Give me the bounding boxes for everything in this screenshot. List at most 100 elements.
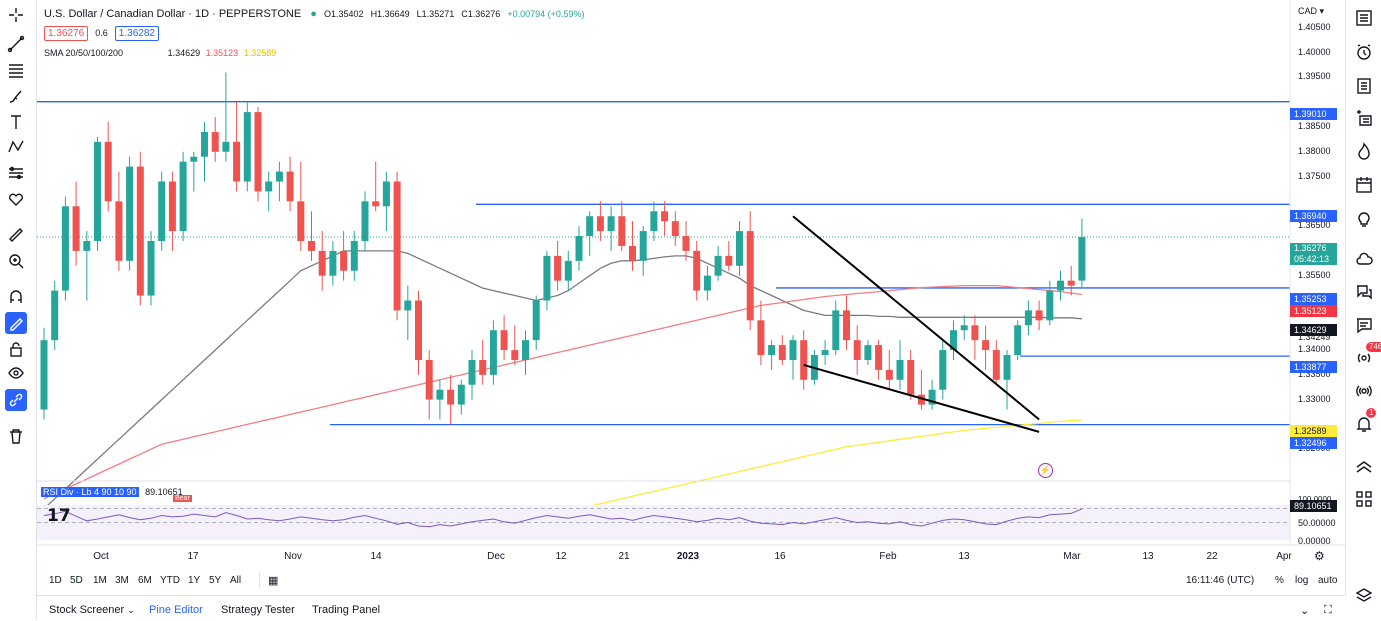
utc-clock[interactable]: 16:11:46 (UTC): [1186, 575, 1255, 586]
sma-value-20: 1.34629: [167, 48, 201, 58]
candle-body-up: [960, 325, 968, 331]
watchlist-icon[interactable]: [1352, 6, 1376, 30]
candle-body-up: [1057, 280, 1064, 291]
candle-body-down: [168, 181, 176, 232]
ruler-icon[interactable]: [5, 224, 27, 246]
candle-body-up: [147, 241, 155, 296]
rsi-legend[interactable]: RSI Div · Lb 4 90 10 90 89.10651: [41, 487, 183, 497]
candle-body-down: [596, 216, 604, 232]
tab-strategy-tester[interactable]: Strategy Tester: [221, 604, 295, 616]
candle-body-up: [928, 389, 936, 405]
candle-body-down: [992, 350, 1000, 380]
text-tool-icon[interactable]: [5, 111, 27, 133]
auto-scale-toggle[interactable]: auto: [1318, 575, 1338, 586]
chats-icon[interactable]: [1352, 280, 1376, 304]
ideas-lightbulb-icon[interactable]: [1352, 206, 1376, 230]
maximize-panel-icon[interactable]: ⛶: [1324, 604, 1332, 616]
time-axis-label: 13: [958, 551, 970, 562]
timeframe-button-all[interactable]: All: [230, 575, 242, 586]
candle-body-down: [115, 201, 123, 261]
time-axis-label: 14: [370, 551, 382, 562]
timeframe-button-5y[interactable]: 5Y: [209, 575, 222, 586]
candle-body-up: [243, 112, 251, 182]
timeframe-button-1d[interactable]: 1D: [49, 575, 62, 586]
candle-body-up: [158, 181, 166, 241]
comments-icon[interactable]: [1352, 313, 1376, 337]
broadcast-icon[interactable]: [1352, 379, 1376, 403]
calendar-icon[interactable]: [1352, 173, 1376, 197]
sma-legend[interactable]: SMA 20/50/100/200 1.34629 1.35123 1.3258…: [44, 48, 276, 58]
timeframe-button-3m[interactable]: 3M: [115, 575, 129, 586]
tab-pine-editor[interactable]: Pine Editor: [149, 604, 203, 616]
apps-grid-icon[interactable]: [1352, 487, 1376, 511]
timeframe-button-6m[interactable]: 6M: [138, 575, 152, 586]
goto-date-calendar-icon[interactable]: ▦: [268, 575, 279, 587]
trash-icon[interactable]: [5, 425, 27, 447]
candle-body-up: [489, 330, 497, 375]
candle-body-down: [629, 245, 636, 261]
symbol-title[interactable]: U.S. Dollar / Canadian Dollar · 1D · PEP…: [44, 8, 302, 20]
candle-body-down: [308, 241, 315, 251]
time-axis-label: 13: [1142, 551, 1154, 562]
rsi-axis-top: 100.0000: [1298, 495, 1338, 504]
candle-body-up: [768, 345, 776, 356]
tab-stock-screener[interactable]: Stock Screener ⌄: [49, 604, 135, 616]
eye-icon[interactable]: [5, 362, 27, 384]
tab-trading-panel[interactable]: Trading Panel: [312, 604, 381, 616]
stay-in-drawing-mode-icon[interactable]: [5, 312, 27, 334]
cloud-icon[interactable]: [1352, 247, 1376, 271]
level-tag-s3: 1.32496: [1290, 437, 1337, 449]
sync-drawings-link-icon[interactable]: [5, 389, 27, 411]
log-scale-toggle[interactable]: log: [1295, 575, 1309, 586]
candle-body-down: [136, 166, 144, 296]
candle-body-up: [1003, 355, 1011, 380]
price-axis-label: 1.35500: [1298, 269, 1331, 280]
candle-body-down: [1067, 280, 1075, 286]
streams-icon[interactable]: 746: [1352, 342, 1381, 370]
layers-icon[interactable]: [1352, 584, 1376, 608]
trendline-tool-icon[interactable]: [5, 33, 27, 55]
lightning-alert-icon[interactable]: ⚡: [1038, 463, 1053, 478]
spread-value: 0.6: [95, 28, 108, 38]
candle-body-down: [907, 359, 915, 395]
price-axis-label: 1.40500: [1298, 21, 1331, 32]
percent-scale-toggle[interactable]: %: [1275, 575, 1284, 586]
buy-button[interactable]: 1.36282: [114, 26, 159, 41]
favorites-heart-icon[interactable]: [5, 188, 27, 210]
prediction-tool-icon[interactable]: [5, 162, 27, 184]
candle-body-up: [575, 236, 583, 261]
candle-body-up: [1024, 310, 1032, 326]
sell-button[interactable]: 1.36276: [44, 26, 89, 41]
candle-body-down: [393, 181, 401, 311]
zoom-in-icon[interactable]: [5, 250, 27, 272]
collapse-chevrons-icon[interactable]: [1352, 455, 1376, 479]
chart-settings-gear-icon[interactable]: ⚙: [1314, 549, 1325, 563]
pattern-tool-icon[interactable]: [5, 136, 27, 158]
lock-icon[interactable]: [5, 338, 27, 360]
timeframe-button-ytd[interactable]: YTD: [160, 575, 180, 586]
notifications-bell-icon[interactable]: 1: [1352, 408, 1377, 436]
collapse-panel-icon[interactable]: ⌄: [1300, 605, 1310, 617]
alarm-clock-icon[interactable]: [1352, 40, 1376, 64]
brush-tool-icon[interactable]: [5, 85, 27, 107]
add-note-icon[interactable]: [1352, 106, 1376, 130]
timeframe-button-5d[interactable]: 5D: [70, 575, 83, 586]
right-widget-bar: 746 1: [1345, 0, 1381, 620]
time-axis-label: Dec: [487, 551, 505, 562]
divider: [259, 572, 260, 588]
crosshair-icon[interactable]: [5, 4, 27, 26]
candle-body-down: [843, 310, 850, 341]
candle-body-up: [190, 156, 198, 162]
rsi-legend-value: 89.10651: [145, 487, 183, 497]
timeframe-button-1m[interactable]: 1M: [93, 575, 107, 586]
candle-body-down: [425, 359, 433, 400]
hotlist-flame-icon[interactable]: [1352, 140, 1376, 164]
data-window-icon[interactable]: [1352, 74, 1376, 98]
candle-body-down: [233, 141, 241, 182]
candle-body-down: [757, 320, 765, 356]
fib-retracement-icon[interactable]: [5, 59, 27, 81]
magnet-icon[interactable]: [5, 286, 27, 308]
timeframe-button-1y[interactable]: 1Y: [188, 575, 201, 586]
currency-selector[interactable]: CAD ▾: [1298, 6, 1325, 16]
